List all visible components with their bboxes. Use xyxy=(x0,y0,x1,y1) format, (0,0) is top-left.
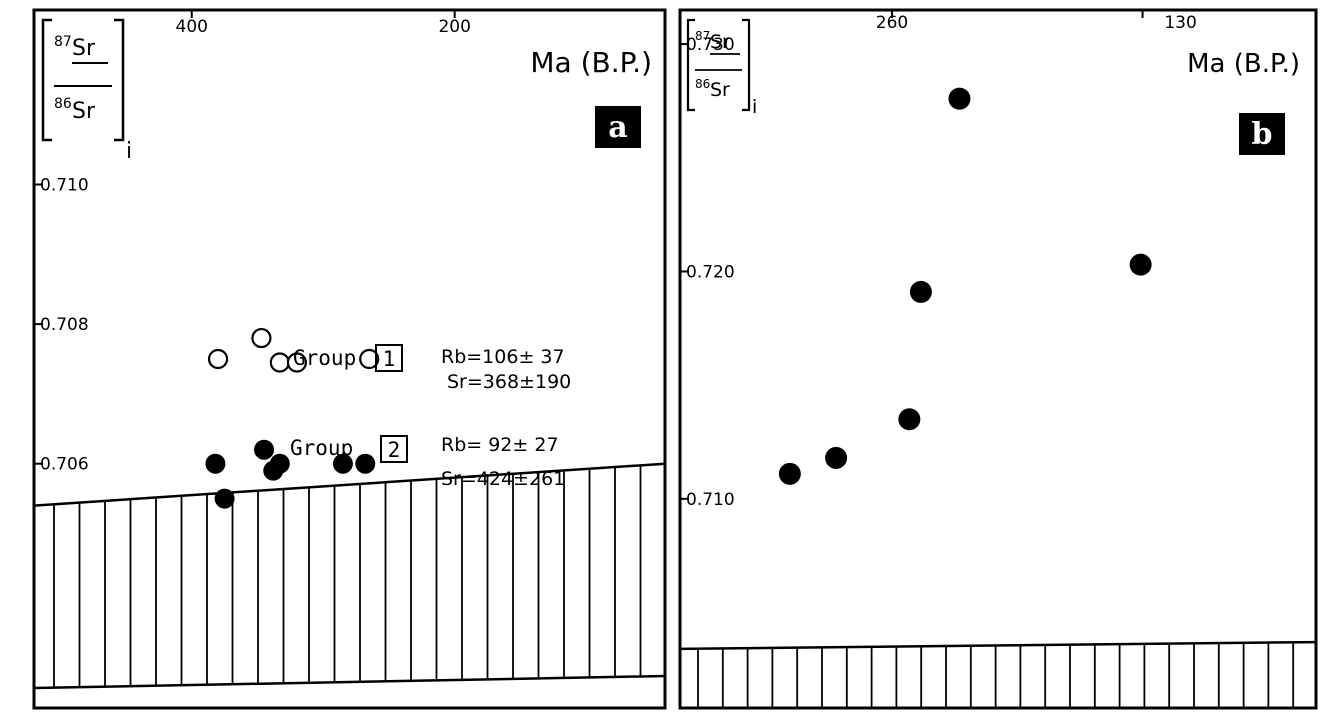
hatch-lower-line xyxy=(34,674,665,690)
group-2-label: Group xyxy=(290,436,353,460)
group-2-sr: Sr=424±261 xyxy=(441,468,565,490)
filled-circle-point xyxy=(898,408,921,431)
b-y-num-superscript: 87 xyxy=(695,29,710,43)
y-tick-label: 0.730 xyxy=(686,35,735,55)
y-tick-label: 0.708 xyxy=(40,315,89,335)
filled-circle-point xyxy=(1129,253,1152,276)
y-tick-label: 0.710 xyxy=(40,176,89,196)
filled-circle-point xyxy=(355,453,376,474)
panel-b-x-axis-label: Ma (B.P.) xyxy=(1187,49,1300,79)
panel-a-shaded-region xyxy=(34,462,665,690)
y-den-superscript: 86 xyxy=(54,96,72,112)
group-1-label: Group xyxy=(293,346,356,370)
open-circle-point xyxy=(359,348,380,370)
y-subscript: i xyxy=(126,139,132,164)
b-y-denominator: Sr xyxy=(710,79,730,101)
boundary-line xyxy=(680,640,1316,651)
group-1-number: 1 xyxy=(383,347,396,371)
panel-b: 260 130 0.730 0.720 0.710 Ma (B.P.) 87 Sr 8… xyxy=(678,8,1318,710)
panel-b-frame xyxy=(678,8,1318,710)
group-2-number: 2 xyxy=(388,438,401,462)
panel-a-badge: a xyxy=(595,106,641,148)
filled-circle-point xyxy=(332,453,353,474)
boundary-line xyxy=(34,462,665,507)
x-tick-label: 400 xyxy=(176,17,208,37)
b-y-subscript: i xyxy=(752,96,757,118)
group-2-rb: Rb= 92± 27 xyxy=(441,434,559,456)
b-y-den-superscript: 86 xyxy=(695,77,710,91)
panel-a-y-axis: 0.710 0.708 0.706 xyxy=(34,176,89,475)
filled-circle-point xyxy=(214,488,235,509)
panel-b-badge-letter: b xyxy=(1252,117,1273,152)
panel-a-x-axis: 400 200 xyxy=(176,10,471,37)
filled-circle-point xyxy=(909,280,932,303)
panel-b-shaded-region xyxy=(680,640,1316,708)
group-1-sr: Sr=368±190 xyxy=(447,371,571,393)
panel-b-y-axis-label: 87 Sr 86 Sr i xyxy=(686,18,757,118)
x-tick-label: 260 xyxy=(876,13,908,33)
panel-b-y-axis: 0.730 0.720 0.710 xyxy=(680,35,735,510)
y-num-superscript: 87 xyxy=(54,34,72,50)
panel-a: 400 200 0.710 0.708 0.706 Ma (B.P.) 87 Sr 8… xyxy=(32,8,667,710)
panel-a-badge-letter: a xyxy=(608,110,627,145)
y-numerator: Sr xyxy=(72,36,96,61)
y-tick-label: 0.706 xyxy=(40,455,89,475)
y-denominator: Sr xyxy=(72,99,96,124)
panel-a-y-axis-label: 87 Sr 86 Sr i xyxy=(41,18,132,164)
filled-circle-point xyxy=(778,462,801,485)
open-circle-point xyxy=(251,327,272,349)
legend-group-1: Group 1 Rb=106± 37 Sr=368±190 xyxy=(293,344,571,393)
panel-a-points xyxy=(205,327,380,509)
x-tick-label: 200 xyxy=(438,17,470,37)
b-y-numerator: Sr xyxy=(710,31,730,53)
filled-circle-point xyxy=(825,446,848,469)
legend-group-2: Group 2 Rb= 92± 27 Sr=424±261 xyxy=(290,434,565,490)
panel-a-frame xyxy=(32,8,667,710)
panel-b-points xyxy=(778,87,1152,485)
open-circle-point xyxy=(269,352,290,373)
y-tick-label: 0.710 xyxy=(686,490,735,510)
panel-b-badge: b xyxy=(1239,113,1285,155)
panel-b-x-axis: 260 130 xyxy=(876,10,1197,33)
filled-circle-point xyxy=(269,453,290,474)
open-circle-point xyxy=(286,352,308,373)
group-1-rb: Rb=106± 37 xyxy=(441,346,565,368)
filled-circle-point xyxy=(948,87,971,110)
y-tick-label: 0.720 xyxy=(686,262,735,282)
filled-circle-point xyxy=(205,453,226,474)
panel-a-x-axis-label: Ma (B.P.) xyxy=(530,46,652,79)
x-tick-label: 130 xyxy=(1164,13,1196,33)
filled-circle-point xyxy=(254,439,275,460)
open-circle-point xyxy=(207,348,229,370)
